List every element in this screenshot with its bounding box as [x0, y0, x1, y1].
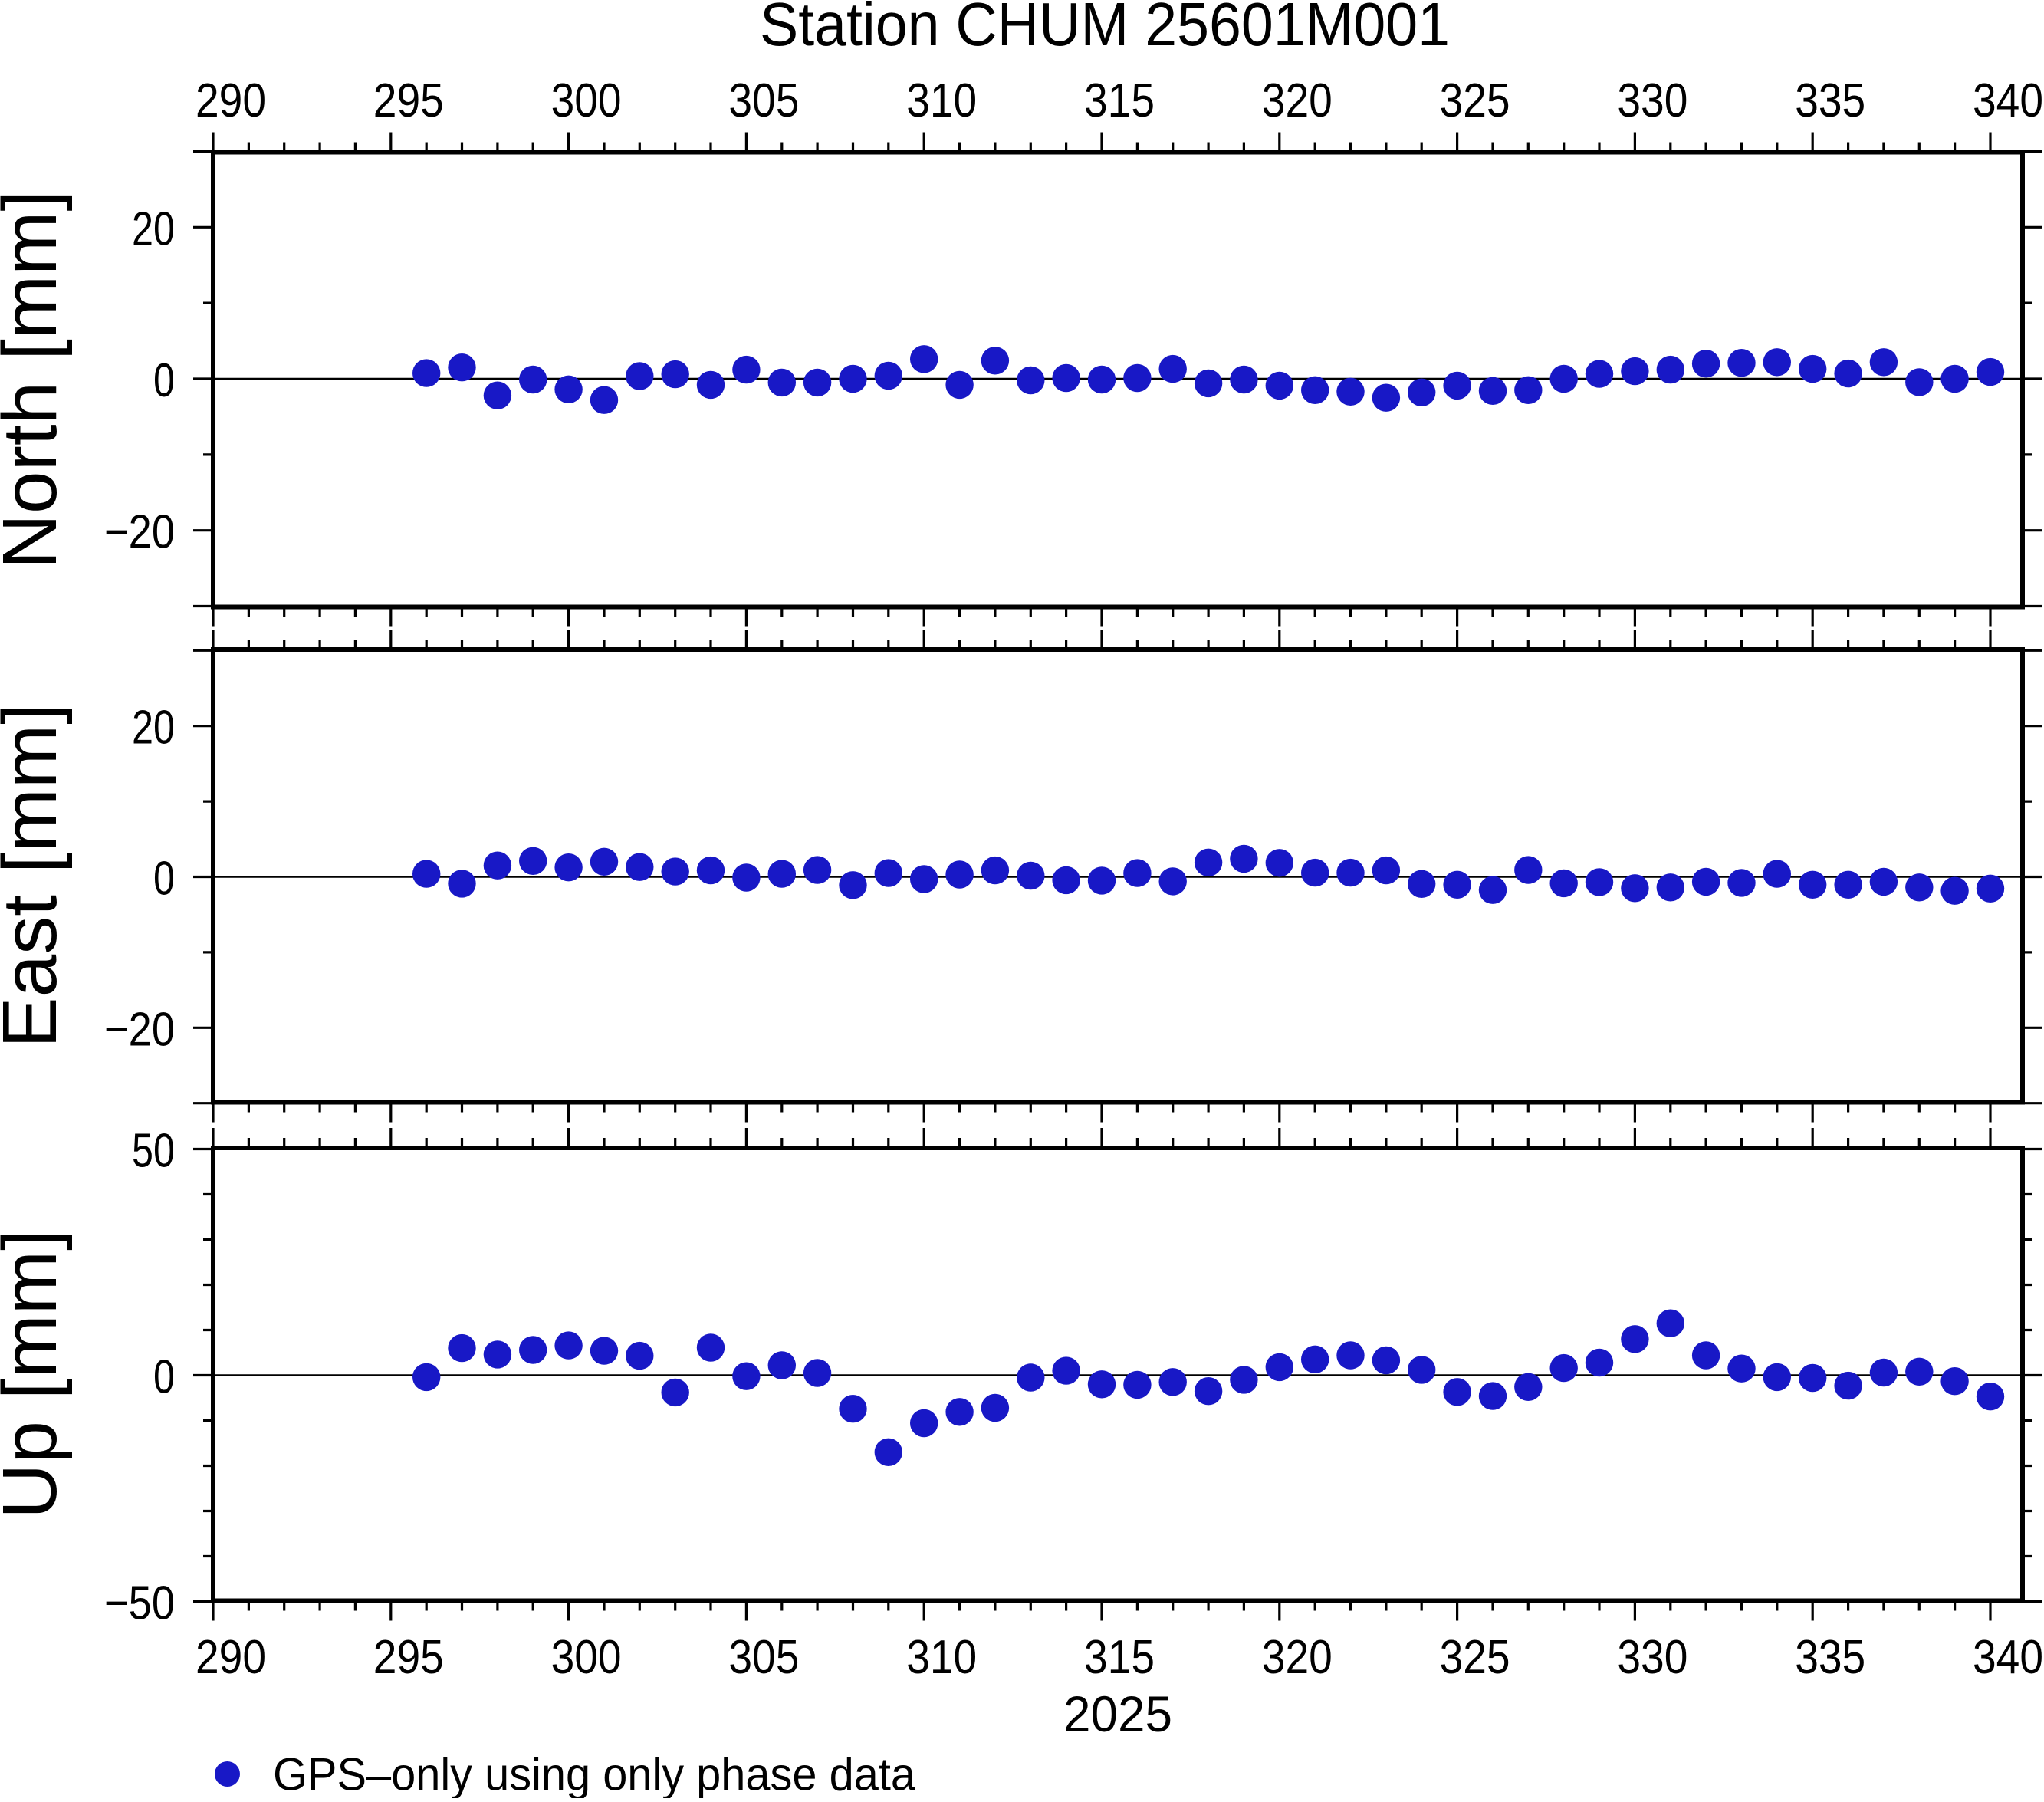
svg-text:Up [mm]: Up [mm] [0, 1229, 73, 1519]
svg-text:305: 305 [728, 74, 799, 127]
svg-text:−20: −20 [104, 1003, 175, 1056]
svg-text:305: 305 [728, 1631, 799, 1684]
svg-text:315: 315 [1084, 1631, 1155, 1684]
svg-text:340: 340 [1973, 74, 2043, 127]
svg-text:310: 310 [906, 1631, 977, 1684]
svg-text:20: 20 [132, 702, 175, 755]
svg-text:North [mm]: North [mm] [0, 190, 73, 569]
svg-text:0: 0 [153, 354, 175, 407]
svg-text:290: 290 [196, 74, 266, 127]
svg-text:340: 340 [1973, 1631, 2043, 1684]
svg-text:50: 50 [132, 1125, 175, 1178]
svg-text:0: 0 [153, 853, 175, 906]
svg-text:2025: 2025 [1063, 1685, 1172, 1742]
svg-text:Station CHUM 25601M001: Station CHUM 25601M001 [760, 0, 1450, 58]
svg-text:−20: −20 [104, 506, 175, 559]
svg-text:320: 320 [1262, 1631, 1333, 1684]
svg-text:335: 335 [1795, 74, 1865, 127]
svg-text:290: 290 [196, 1631, 266, 1684]
svg-text:295: 295 [373, 1631, 444, 1684]
svg-text:315: 315 [1084, 74, 1155, 127]
svg-text:325: 325 [1440, 74, 1510, 127]
svg-text:East [mm]: East [mm] [0, 703, 73, 1048]
svg-text:310: 310 [906, 74, 977, 127]
svg-text:325: 325 [1440, 1631, 1510, 1684]
svg-text:330: 330 [1617, 1631, 1687, 1684]
svg-text:−50: −50 [104, 1577, 175, 1630]
svg-text:20: 20 [132, 202, 175, 255]
svg-text:335: 335 [1795, 1631, 1865, 1684]
svg-text:300: 300 [551, 74, 622, 127]
svg-text:330: 330 [1617, 74, 1687, 127]
svg-text:300: 300 [551, 1631, 622, 1684]
svg-text:0: 0 [153, 1351, 175, 1404]
svg-text:320: 320 [1262, 74, 1333, 127]
svg-text:295: 295 [373, 74, 444, 127]
svg-text:GPS–only using only phase data: GPS–only using only phase data [273, 1749, 916, 1799]
